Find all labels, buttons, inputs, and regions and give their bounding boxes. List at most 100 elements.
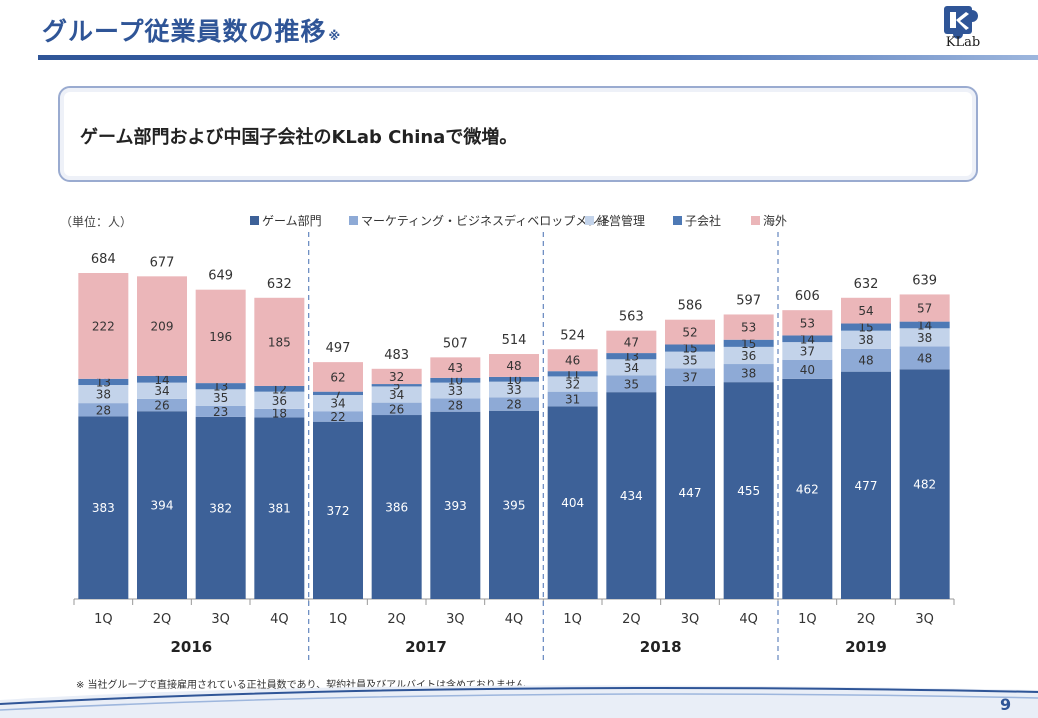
data-label: 48 [917, 351, 932, 365]
data-label: 434 [620, 489, 643, 503]
logo-text: KLab [945, 35, 981, 50]
data-label: 33 [506, 383, 521, 397]
data-label: 34 [330, 397, 345, 411]
data-label: 14 [154, 373, 169, 387]
legend-swatch [250, 216, 259, 225]
category-label: 2Q [387, 612, 406, 627]
bar-segment [606, 353, 657, 360]
total-label: 649 [208, 269, 233, 284]
bar-segment [371, 402, 422, 416]
bar-segment [547, 349, 598, 372]
bar-segment [723, 314, 774, 340]
data-label: 31 [565, 393, 580, 407]
category-label: 1Q [798, 612, 817, 627]
legend-label: マーケティング・ビジネスディベロップメント [361, 213, 611, 228]
bar-segment [371, 415, 422, 599]
data-label: 14 [917, 318, 932, 332]
bar-segment [665, 344, 715, 352]
bar-segment [782, 378, 833, 599]
bar-segment [841, 371, 891, 599]
category-label: 1Q [329, 612, 348, 627]
data-label: 447 [679, 486, 702, 500]
data-label: 477 [855, 479, 878, 493]
bar-segment [489, 381, 539, 398]
legend-label: ゲーム部門 [262, 213, 322, 228]
data-label: 46 [565, 354, 580, 368]
category-label: 3Q [211, 612, 230, 627]
title-note: ※ [328, 29, 342, 43]
klab-logo-icon [944, 6, 978, 39]
bar-segment [606, 330, 657, 354]
data-label: 53 [800, 316, 815, 330]
data-label: 36 [741, 349, 756, 363]
year-label: 2019 [845, 638, 887, 656]
data-label: 386 [385, 501, 408, 515]
data-label: 52 [682, 326, 697, 340]
data-label: 383 [92, 501, 115, 515]
data-label: 393 [444, 499, 467, 513]
data-label: 28 [506, 398, 521, 412]
bar-segment [195, 416, 246, 599]
data-label: 196 [209, 330, 232, 344]
bar-segment [254, 391, 305, 409]
bar-segment [899, 321, 950, 329]
bar-segment [665, 385, 715, 599]
data-label: 43 [448, 361, 463, 375]
data-label: 37 [800, 344, 815, 358]
category-label: 3Q [681, 612, 700, 627]
bar-segment [899, 346, 950, 370]
bar-segment [841, 323, 891, 331]
bar-segment [254, 385, 305, 392]
bar-segment [430, 377, 481, 383]
legend-swatch [673, 216, 682, 225]
category-label: 4Q [270, 612, 289, 627]
legend-label: 海外 [763, 213, 787, 228]
data-label: 23 [213, 405, 228, 419]
bar-segment [547, 376, 598, 392]
page-title: グループ従業員数の推移 ※ [42, 17, 342, 46]
year-label: 2016 [170, 638, 212, 656]
bar-segment [899, 294, 950, 322]
bar-segment [430, 411, 481, 599]
data-label: 382 [209, 501, 232, 515]
data-label: 48 [858, 354, 873, 368]
data-label: 404 [561, 496, 584, 510]
total-label: 497 [326, 341, 351, 356]
data-label: 7 [334, 387, 342, 401]
footer-swoosh [0, 685, 1038, 718]
bar-segment [723, 382, 774, 599]
bar-segment [371, 386, 422, 403]
year-label: 2018 [640, 638, 682, 656]
bar-segment [782, 342, 833, 360]
data-label: 13 [213, 380, 228, 394]
bar-segment [313, 391, 363, 396]
bar-segment [371, 368, 422, 385]
data-label: 26 [389, 402, 404, 416]
bar-segment [371, 384, 422, 387]
summary-box [58, 86, 978, 182]
data-label: 37 [682, 371, 697, 385]
bar-segment [313, 362, 363, 392]
data-label: 35 [624, 377, 639, 391]
legend-swatch [349, 216, 358, 225]
page-number: 9 [1000, 695, 1012, 714]
total-label: 563 [619, 310, 644, 325]
category-label: 4Q [505, 612, 524, 627]
data-label: 15 [682, 342, 697, 356]
data-label: 395 [503, 498, 526, 512]
category-label: 2Q [857, 612, 876, 627]
bar-segment [489, 397, 539, 411]
data-label: 35 [682, 353, 697, 367]
bar-segment [430, 357, 481, 378]
category-label: 1Q [94, 612, 113, 627]
total-label: 684 [91, 252, 116, 267]
data-label: 38 [741, 367, 756, 381]
bar-segment [841, 330, 891, 349]
bar-segment [137, 382, 187, 399]
bar-segment [313, 421, 363, 599]
bar-segment [137, 398, 187, 412]
bar-segment [137, 276, 187, 376]
bar-segment [547, 391, 598, 407]
bar-segment [489, 354, 539, 377]
